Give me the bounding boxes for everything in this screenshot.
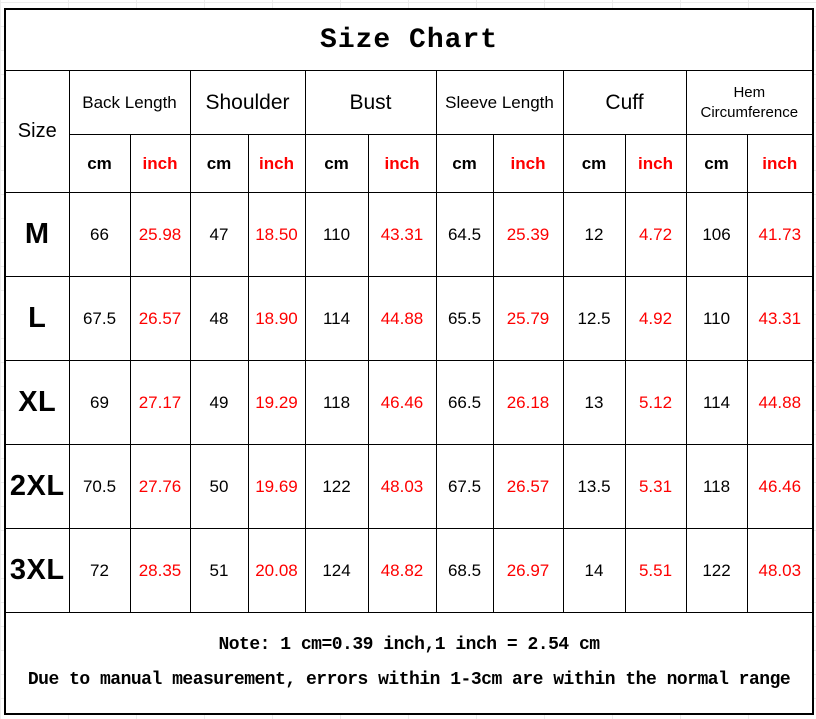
table-row: 2XL 70.5 27.76 50 19.69 122 48.03 67.5 2…: [4, 444, 814, 529]
value-cell: 44.88: [367, 276, 437, 361]
size-cell: 2XL: [4, 444, 70, 529]
value-cell: 5.31: [624, 444, 687, 529]
value-cell: 5.51: [624, 528, 687, 613]
value-cell: 20.08: [247, 528, 306, 613]
value-cell: 110: [685, 276, 748, 361]
value-cell: 49: [189, 360, 249, 445]
value-cell: 13.5: [562, 444, 626, 529]
value-cell: 66.5: [435, 360, 494, 445]
table-row: M 66 25.98 47 18.50 110 43.31 64.5 25.39…: [4, 192, 814, 277]
value-cell: 25.98: [129, 192, 191, 277]
value-cell: 13: [562, 360, 626, 445]
value-cell: 4.72: [624, 192, 687, 277]
value-cell: 114: [304, 276, 369, 361]
column-group-hem-circumference: Hem Circumference: [685, 70, 814, 135]
value-cell: 4.92: [624, 276, 687, 361]
value-cell: 25.79: [492, 276, 564, 361]
value-cell: 12: [562, 192, 626, 277]
value-cell: 27.76: [129, 444, 191, 529]
value-cell: 64.5: [435, 192, 494, 277]
value-cell: 43.31: [746, 276, 814, 361]
value-cell: 28.35: [129, 528, 191, 613]
size-chart-table: Size Chart Size Back Length Shoulder Bus…: [4, 8, 815, 715]
value-cell: 25.39: [492, 192, 564, 277]
value-cell: 18.50: [247, 192, 306, 277]
unit-header-inch: inch: [624, 134, 687, 193]
value-cell: 48.03: [367, 444, 437, 529]
unit-header-cm: cm: [435, 134, 494, 193]
value-cell: 12.5: [562, 276, 626, 361]
unit-header-cm: cm: [189, 134, 249, 193]
column-group-shoulder: Shoulder: [189, 70, 306, 135]
value-cell: 70.5: [68, 444, 131, 529]
value-cell: 47: [189, 192, 249, 277]
value-cell: 48: [189, 276, 249, 361]
value-cell: 44.88: [746, 360, 814, 445]
size-chart-sheet: Size Chart Size Back Length Shoulder Bus…: [4, 8, 815, 715]
column-group-bust: Bust: [304, 70, 437, 135]
value-cell: 118: [304, 360, 369, 445]
value-cell: 46.46: [367, 360, 437, 445]
value-cell: 26.57: [492, 444, 564, 529]
unit-header-inch: inch: [746, 134, 814, 193]
value-cell: 118: [685, 444, 748, 529]
table-row: L 67.5 26.57 48 18.90 114 44.88 65.5 25.…: [4, 276, 814, 361]
value-cell: 19.29: [247, 360, 306, 445]
unit-header-inch: inch: [129, 134, 191, 193]
value-cell: 69: [68, 360, 131, 445]
size-cell: XL: [4, 360, 70, 445]
value-cell: 122: [304, 444, 369, 529]
value-cell: 51: [189, 528, 249, 613]
value-cell: 50: [189, 444, 249, 529]
size-cell: L: [4, 276, 70, 361]
unit-header-inch: inch: [367, 134, 437, 193]
value-cell: 67.5: [435, 444, 494, 529]
value-cell: 26.57: [129, 276, 191, 361]
value-cell: 124: [304, 528, 369, 613]
value-cell: 67.5: [68, 276, 131, 361]
table-row: XL 69 27.17 49 19.29 118 46.46 66.5 26.1…: [4, 360, 814, 445]
column-group-sleeve-length: Sleeve Length: [435, 70, 564, 135]
value-cell: 26.97: [492, 528, 564, 613]
table-row: 3XL 72 28.35 51 20.08 124 48.82 68.5 26.…: [4, 528, 814, 613]
unit-header-inch: inch: [247, 134, 306, 193]
value-cell: 18.90: [247, 276, 306, 361]
value-cell: 66: [68, 192, 131, 277]
unit-header-cm: cm: [68, 134, 131, 193]
column-group-cuff: Cuff: [562, 70, 687, 135]
value-cell: 43.31: [367, 192, 437, 277]
unit-header-cm: cm: [304, 134, 369, 193]
size-cell: M: [4, 192, 70, 277]
size-cell: 3XL: [4, 528, 70, 613]
column-header-size: Size: [4, 70, 70, 193]
column-group-back-length: Back Length: [68, 70, 191, 135]
value-cell: 48.82: [367, 528, 437, 613]
value-cell: 68.5: [435, 528, 494, 613]
page-title: Size Chart: [4, 8, 814, 71]
unit-header-inch: inch: [492, 134, 564, 193]
value-cell: 41.73: [746, 192, 814, 277]
value-cell: 110: [304, 192, 369, 277]
value-cell: 5.12: [624, 360, 687, 445]
value-cell: 48.03: [746, 528, 814, 613]
unit-header-cm: cm: [685, 134, 748, 193]
unit-header-cm: cm: [562, 134, 626, 193]
value-cell: 14: [562, 528, 626, 613]
note-line-2: Due to manual measurement, errors within…: [27, 670, 791, 690]
value-cell: 19.69: [247, 444, 306, 529]
value-cell: 114: [685, 360, 748, 445]
value-cell: 122: [685, 528, 748, 613]
value-cell: 27.17: [129, 360, 191, 445]
note: Note: 1 cm=0.39 inch,1 inch = 2.54 cm Du…: [4, 612, 814, 715]
value-cell: 72: [68, 528, 131, 613]
value-cell: 46.46: [746, 444, 814, 529]
value-cell: 65.5: [435, 276, 494, 361]
value-cell: 106: [685, 192, 748, 277]
note-line-1: Note: 1 cm=0.39 inch,1 inch = 2.54 cm: [218, 634, 600, 655]
value-cell: 26.18: [492, 360, 564, 445]
